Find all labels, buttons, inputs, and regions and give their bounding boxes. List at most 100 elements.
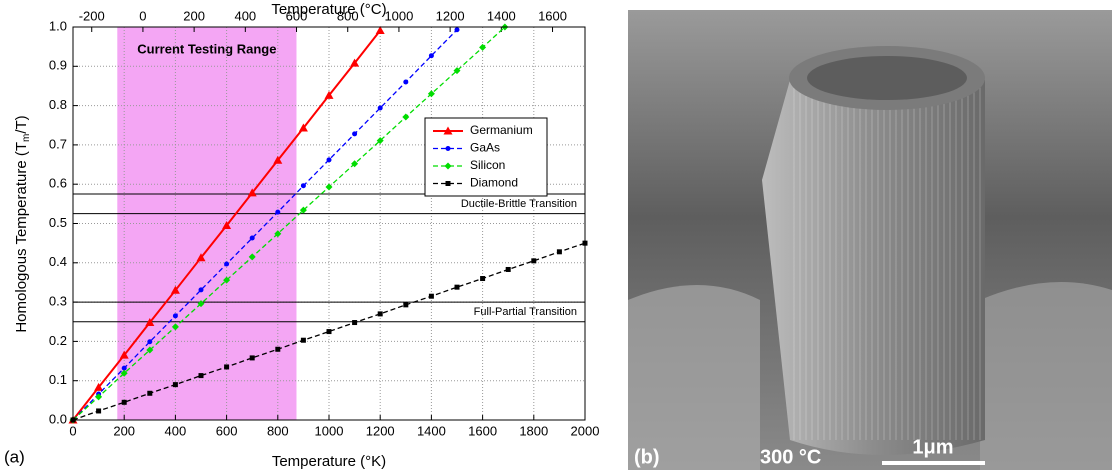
marker xyxy=(326,157,332,163)
x2-tick-label: 1600 xyxy=(538,8,567,23)
marker xyxy=(248,253,256,261)
marker xyxy=(352,131,358,137)
marker xyxy=(120,369,128,377)
transition-label: Ductile-Brittle Transition xyxy=(461,198,577,210)
x-tick-label: 200 xyxy=(113,423,135,438)
y-tick-label: 0.6 xyxy=(49,176,67,191)
marker xyxy=(274,230,282,238)
marker xyxy=(300,183,306,189)
marker xyxy=(377,311,383,317)
marker xyxy=(224,364,230,370)
legend-label: Germanium xyxy=(470,123,533,137)
y-tick-label: 0.8 xyxy=(49,97,67,112)
marker xyxy=(147,390,153,396)
marker xyxy=(249,235,255,241)
y-tick-label: 0.9 xyxy=(49,58,67,73)
plot-frame xyxy=(72,26,586,421)
y-tick-label: 0.4 xyxy=(49,254,67,269)
marker xyxy=(223,276,231,284)
scale-label: 1μm xyxy=(912,436,953,458)
marker xyxy=(445,181,451,186)
marker xyxy=(479,43,487,51)
marker xyxy=(171,323,179,331)
marker xyxy=(249,355,255,361)
y-axis-title-sub: m xyxy=(21,134,32,142)
marker xyxy=(444,162,452,170)
marker xyxy=(352,320,358,326)
x-tick-label: 2000 xyxy=(571,423,600,438)
marker xyxy=(443,126,453,135)
y-tick-label: 1.0 xyxy=(49,18,67,33)
marker xyxy=(505,266,511,272)
marker xyxy=(428,53,434,59)
marker xyxy=(275,209,281,215)
x2-tick-label: 0 xyxy=(139,8,146,23)
series-line xyxy=(72,26,506,421)
marker xyxy=(275,346,281,352)
x2-tick-label: 1200 xyxy=(436,8,465,23)
marker xyxy=(222,220,232,229)
marker xyxy=(445,146,451,151)
marker xyxy=(324,90,334,99)
x-tick-label: 1600 xyxy=(468,423,497,438)
marker xyxy=(375,26,385,35)
marker xyxy=(299,206,307,214)
marker xyxy=(273,155,283,164)
marker xyxy=(247,188,257,197)
marker xyxy=(376,137,384,145)
marker xyxy=(454,27,460,33)
marker xyxy=(147,339,153,345)
marker xyxy=(170,285,180,294)
marker xyxy=(325,183,333,191)
marker xyxy=(300,337,306,343)
marker xyxy=(377,105,383,111)
panel-label: (a) xyxy=(4,447,25,466)
marker xyxy=(172,313,178,319)
y-tick-label: 0.2 xyxy=(49,333,67,348)
marker xyxy=(427,90,435,98)
y-axis-title: Homologous Temperature (Tm/T) xyxy=(13,115,32,332)
sem-image xyxy=(628,10,1112,470)
marker xyxy=(145,318,155,327)
y-axis-title-part: Homologous Temperature (T xyxy=(13,142,30,333)
marker xyxy=(480,276,486,282)
legend-label: GaAs xyxy=(470,141,500,155)
legend-label: Diamond xyxy=(470,176,518,190)
x2-tick-label: 1400 xyxy=(487,8,516,23)
x-tick-label: 1400 xyxy=(417,423,446,438)
marker xyxy=(198,287,204,293)
marker xyxy=(454,284,460,290)
x2-axis-title: Temperature (°C) xyxy=(271,1,386,18)
marker xyxy=(196,253,206,262)
marker xyxy=(556,249,562,255)
marker xyxy=(172,382,178,388)
x-tick-label: 400 xyxy=(165,423,187,438)
marker xyxy=(531,258,537,264)
marker xyxy=(121,399,127,405)
y-tick-label: 0.3 xyxy=(49,294,67,309)
marker xyxy=(146,346,154,354)
marker xyxy=(428,293,434,299)
testing-range xyxy=(117,27,297,420)
x2-tick-label: 600 xyxy=(286,8,308,23)
marker xyxy=(326,329,332,335)
testing-range-label: Current Testing Range xyxy=(137,41,276,56)
temperature-label: 300 °C xyxy=(760,446,821,468)
marker xyxy=(351,160,359,168)
y-tick-label: 0.5 xyxy=(49,215,67,230)
x2-tick-label: 400 xyxy=(234,8,256,23)
y-tick-label: 0.7 xyxy=(49,136,67,151)
x2-tick-label: 200 xyxy=(183,8,205,23)
x2-tick-label: 1000 xyxy=(384,8,413,23)
series-line xyxy=(72,242,586,421)
marker xyxy=(403,302,409,308)
marker xyxy=(298,123,308,132)
legend-label: Silicon xyxy=(470,158,505,172)
marker xyxy=(95,393,103,401)
marker xyxy=(94,382,104,391)
x2-tick-label: 800 xyxy=(337,8,359,23)
panel-label: (b) xyxy=(634,446,660,468)
marker xyxy=(198,373,204,379)
x-tick-label: 600 xyxy=(216,423,238,438)
